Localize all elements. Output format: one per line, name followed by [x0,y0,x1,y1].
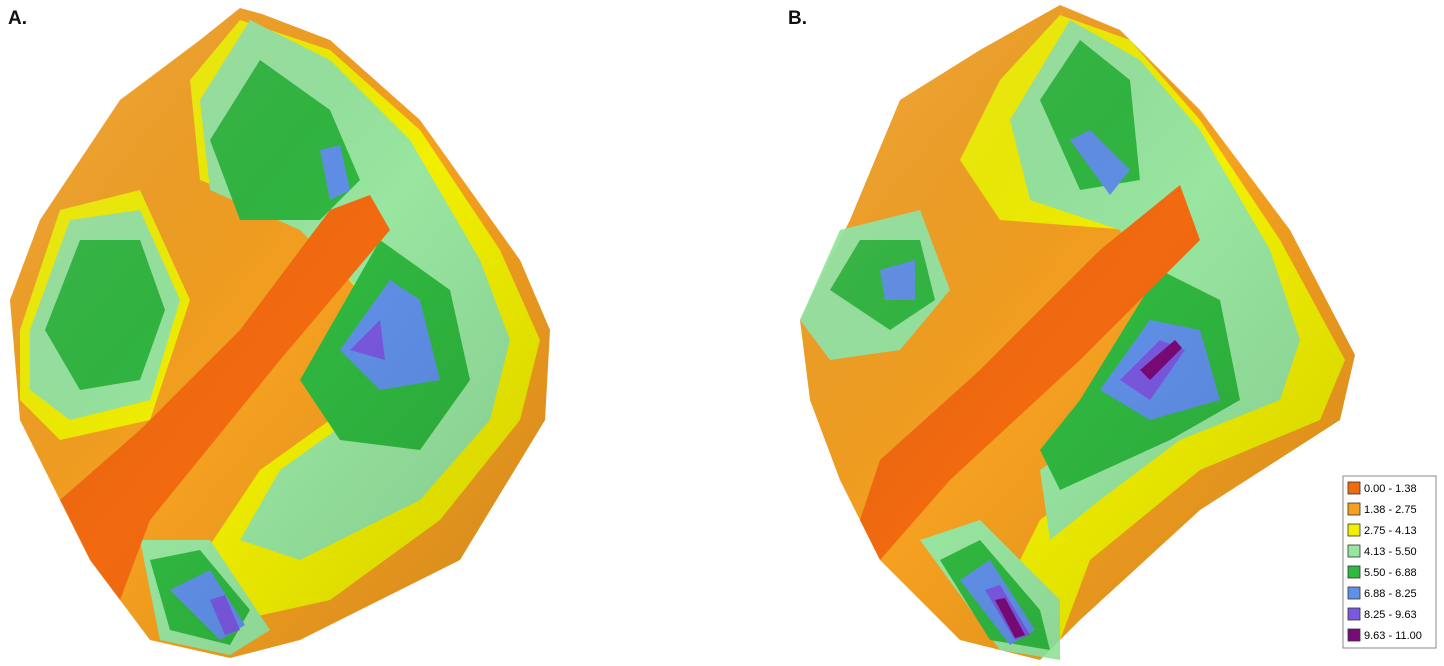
legend-label: 8.25 - 9.63 [1364,609,1417,621]
legend-label: 5.50 - 6.88 [1364,567,1417,579]
legend-swatch [1348,524,1360,536]
legend-swatch [1348,587,1360,599]
legend-frame [1343,476,1436,648]
panel-label: A. [8,8,27,29]
legend-swatch [1348,608,1360,620]
legend-swatch [1348,482,1360,494]
surface-a [10,8,550,658]
legend-swatch [1348,545,1360,557]
legend-label: 0.00 - 1.38 [1364,483,1417,495]
legend-swatch [1348,566,1360,578]
legend-label: 9.63 - 11.00 [1364,630,1422,642]
legend: 0.00 - 1.38 1.38 - 2.75 2.75 - 4.13 4.13 - … [1343,476,1436,648]
shading [800,5,1355,660]
surface-b [800,5,1355,660]
page: A. B. [0,0,1444,666]
figure: A. B. [0,0,1444,666]
legend-swatch [1348,629,1360,641]
legend-label: 4.13 - 5.50 [1364,546,1417,558]
legend-label: 6.88 - 8.25 [1364,588,1417,600]
panel-label: B. [788,8,807,29]
legend-label: 2.75 - 4.13 [1364,525,1417,537]
legend-swatch [1348,503,1360,515]
legend-label: 1.38 - 2.75 [1364,504,1417,516]
